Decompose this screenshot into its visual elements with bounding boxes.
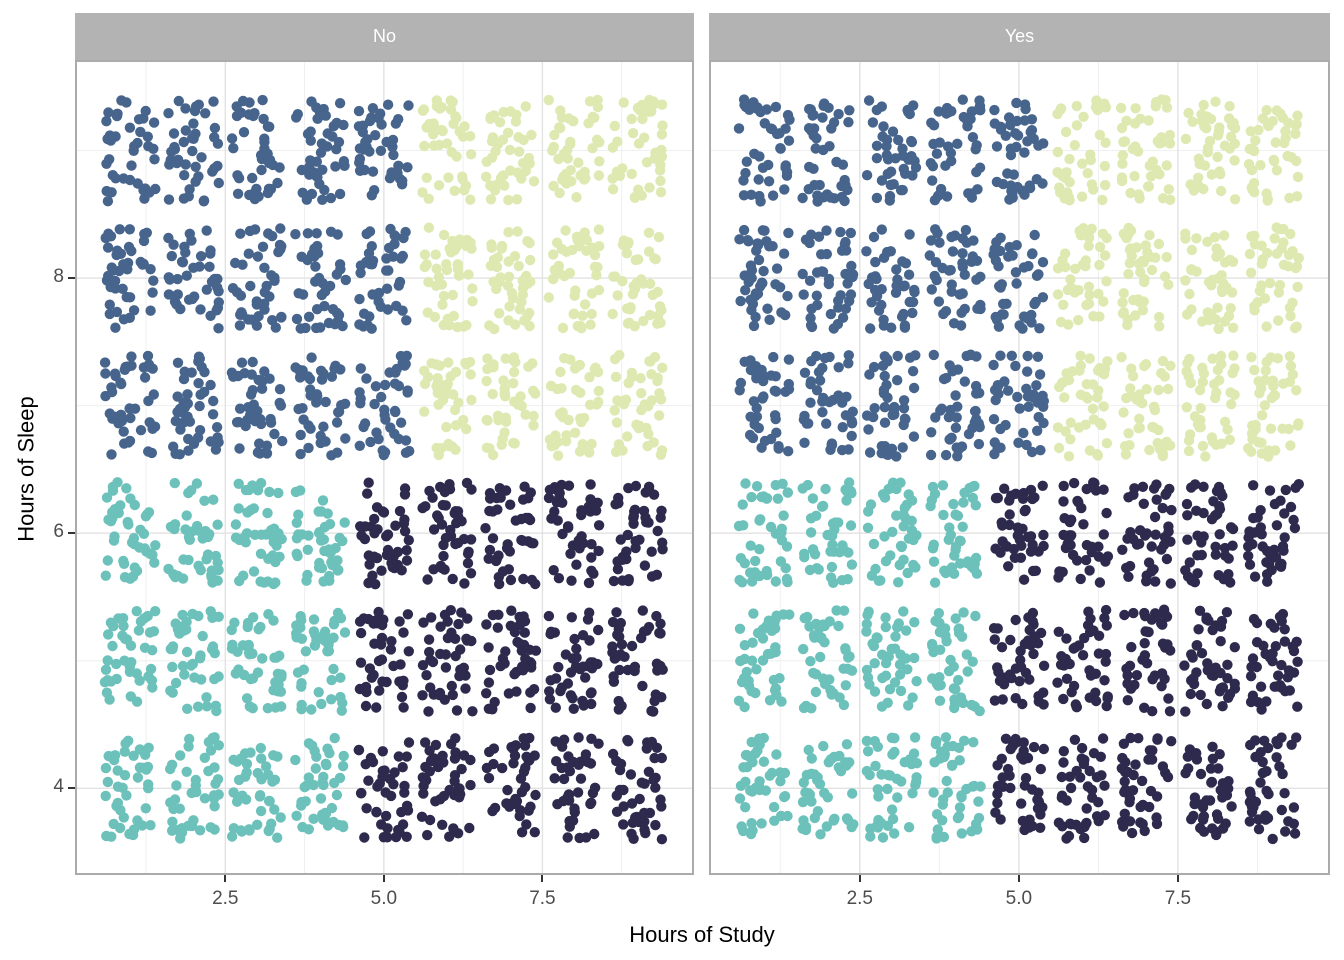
scatter-plot-yes	[709, 60, 1330, 875]
x-axis-tick-mark	[1176, 875, 1179, 882]
facet-label-no: No	[372, 26, 396, 46]
facet-strip-yes: Yes	[709, 13, 1330, 60]
x-axis-tick-label: 5.0	[370, 888, 398, 909]
x-axis-title: Hours of Study	[629, 922, 775, 947]
y-axis-tick-mark	[68, 532, 75, 535]
y-axis-tick-label: 4	[53, 776, 64, 798]
facet-panel-yes	[709, 60, 1330, 875]
x-axis-tick-mark	[224, 875, 227, 882]
x-axis-tick-label: 2.5	[846, 888, 873, 909]
y-axis-tick-label: 8	[53, 266, 64, 288]
facet-strip-no: No	[75, 13, 694, 60]
x-axis-tick-mark	[858, 875, 861, 882]
y-axis-tick-label: 6	[53, 521, 64, 543]
y-axis-title: Hours of Sleep	[13, 396, 39, 542]
facet-label-yes: Yes	[1004, 26, 1035, 46]
x-axis-tick-label: 7.5	[1164, 888, 1192, 909]
facet-panel-no	[75, 60, 694, 875]
x-axis-tick-mark	[1017, 875, 1020, 882]
x-axis-tick-mark	[382, 875, 385, 882]
y-axis-tick-mark	[68, 277, 75, 280]
scatter-plot-no	[75, 60, 694, 875]
x-axis-tick-mark	[541, 875, 544, 882]
x-axis-tick-label: 2.5	[212, 888, 239, 909]
x-axis-tick-label: 5.0	[1005, 888, 1033, 909]
x-axis-tick-label: 7.5	[529, 888, 556, 909]
y-axis-tick-mark	[68, 787, 75, 790]
